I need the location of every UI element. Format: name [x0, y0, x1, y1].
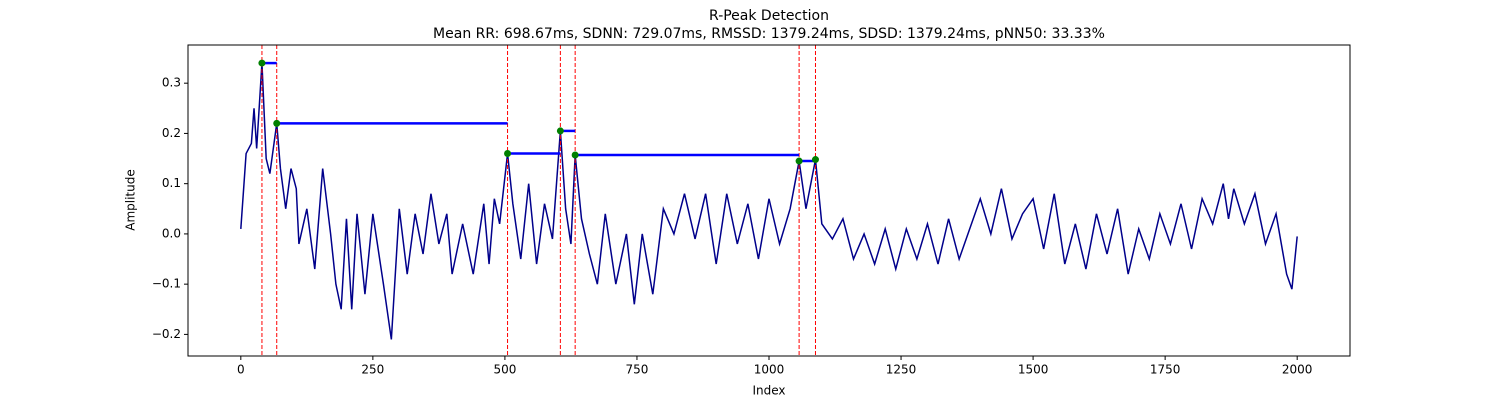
x-tick-label: 1000: [754, 363, 785, 377]
peak-point: [504, 150, 512, 158]
peak-point: [258, 59, 266, 67]
signal-line: [240, 63, 1298, 340]
y-tick-label: 0.1: [162, 176, 181, 190]
y-tick-label: −0.2: [152, 327, 181, 341]
peak-point: [795, 157, 803, 165]
x-tick-label: 2000: [1282, 363, 1313, 377]
peak-point: [273, 119, 281, 127]
x-tick-label: 250: [361, 363, 384, 377]
chart-subtitle: Mean RR: 698.67ms, SDNN: 729.07ms, RMSSD…: [433, 26, 1105, 42]
x-tick-label: 500: [493, 363, 516, 377]
x-tick-label: 1250: [886, 363, 917, 377]
x-tick-label: 1500: [1018, 363, 1049, 377]
y-tick-label: 0.2: [162, 126, 181, 140]
peak-point: [571, 151, 579, 159]
x-tick-label: 0: [237, 363, 245, 377]
x-tick-label: 750: [626, 363, 649, 377]
y-tick-label: 0.3: [162, 76, 181, 90]
peak-point: [811, 156, 819, 164]
peak-point: [556, 127, 564, 135]
y-axis-label: Amplitude: [124, 169, 138, 231]
x-tick-label: 1750: [1150, 363, 1181, 377]
plot-frame: [187, 44, 1351, 357]
x-axis-label: Index: [752, 384, 785, 398]
chart-title: R-Peak Detection: [709, 8, 829, 24]
y-tick-label: −0.1: [152, 277, 181, 291]
y-tick-label: 0.0: [162, 226, 181, 240]
